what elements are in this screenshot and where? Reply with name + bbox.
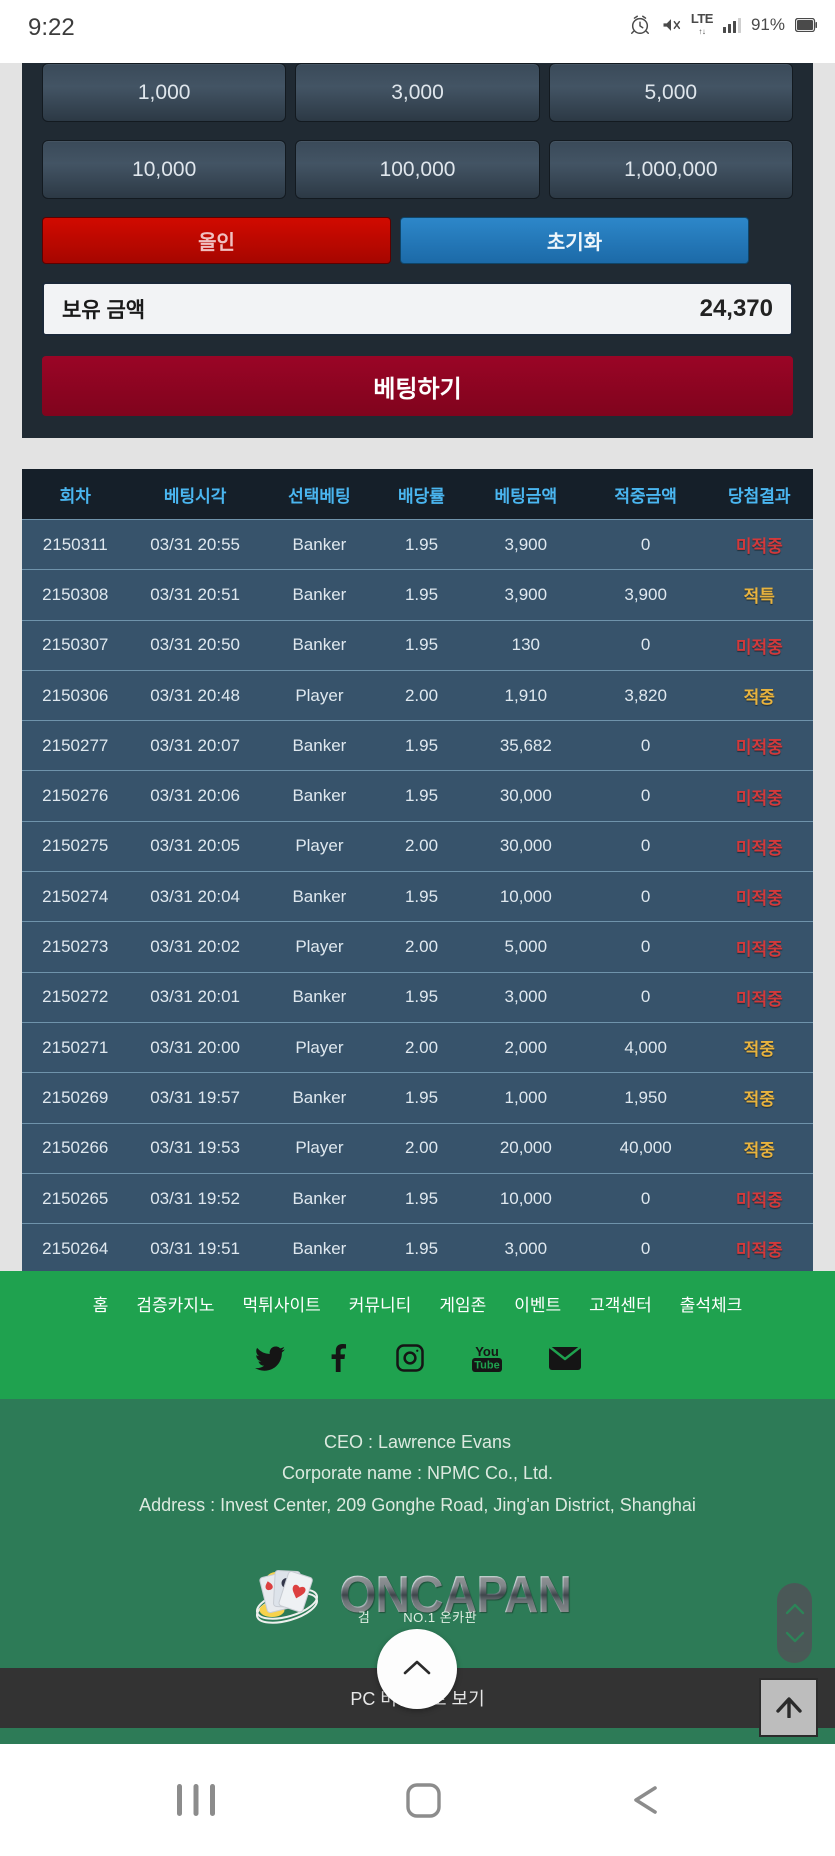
svg-text:Tube: Tube xyxy=(474,1360,499,1372)
svg-text:You: You xyxy=(475,1344,499,1359)
